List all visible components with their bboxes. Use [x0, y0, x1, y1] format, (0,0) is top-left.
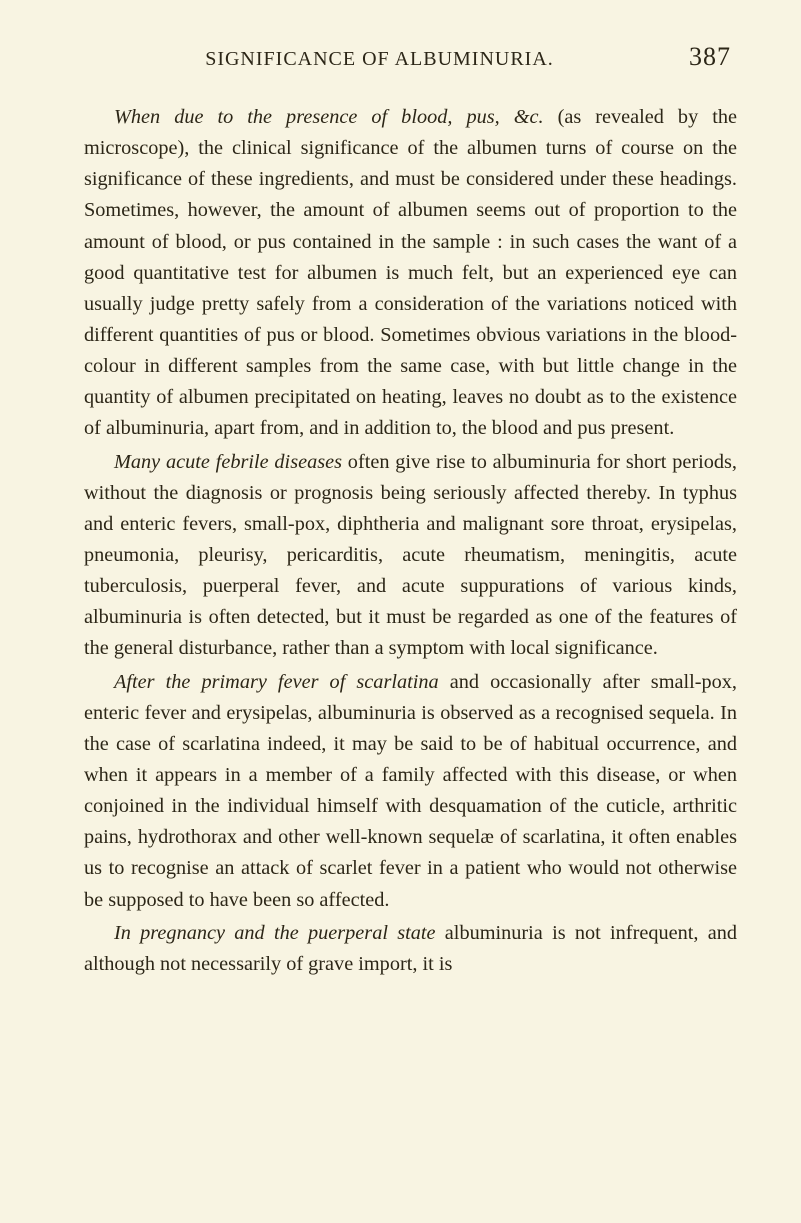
page-number: 387	[689, 42, 731, 72]
paragraph-4: In pregnancy and the puerperal state alb…	[84, 918, 737, 980]
paragraph-3: After the primary fever of scarlatina an…	[84, 667, 737, 916]
paragraph-2-rest: often give rise to albuminuria for short…	[84, 451, 737, 660]
paragraph-1-lead: When due to the presence of blood, pus, …	[114, 106, 544, 128]
page-container: SIGNIFICANCE OF ALBUMINURIA. 387 When du…	[0, 0, 801, 1223]
paragraph-2-lead: Many acute febrile diseases	[114, 451, 342, 473]
paragraph-1-rest: (as revealed by the microscope), the cli…	[84, 106, 737, 439]
page-header: SIGNIFICANCE OF ALBUMINURIA. 387	[84, 42, 737, 72]
body-text: When due to the presence of blood, pus, …	[84, 102, 737, 980]
paragraph-3-rest: and occasionally after small-pox, enteri…	[84, 671, 737, 911]
running-head: SIGNIFICANCE OF ALBUMINURIA.	[90, 48, 669, 71]
paragraph-1: When due to the presence of blood, pus, …	[84, 102, 737, 445]
paragraph-3-lead: After the primary fever of scarlatina	[114, 671, 439, 693]
paragraph-2: Many acute febrile diseases often give r…	[84, 447, 737, 665]
paragraph-4-lead: In pregnancy and the puerperal state	[114, 922, 436, 944]
